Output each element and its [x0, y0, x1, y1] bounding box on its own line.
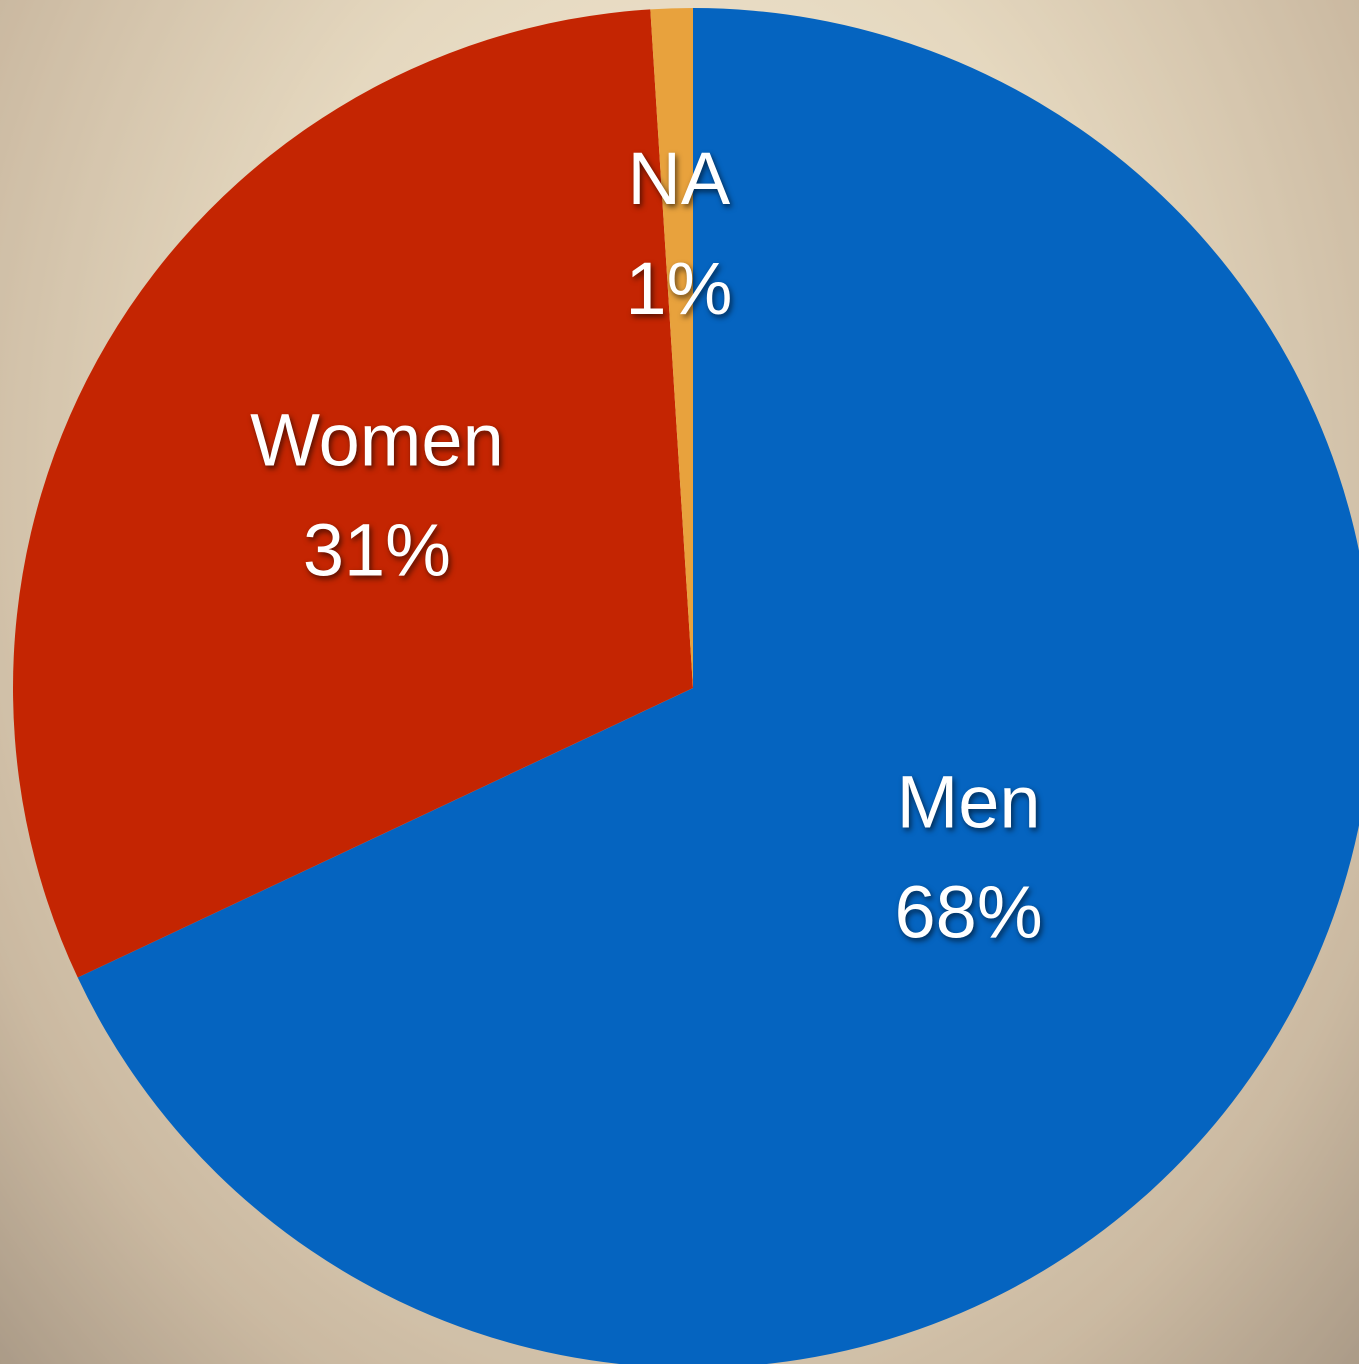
pie-slice: [13, 9, 694, 978]
slice-value-label: 68%: [895, 870, 1043, 953]
slice-value-label: 1%: [625, 247, 732, 330]
slice-label: NA: [627, 137, 730, 220]
pie-slice: [77, 8, 1359, 1364]
slice-value-label: 31%: [303, 509, 451, 592]
slice-label: Women: [250, 399, 504, 482]
slice-label: Men: [897, 760, 1041, 843]
pie-slice: [650, 8, 693, 688]
